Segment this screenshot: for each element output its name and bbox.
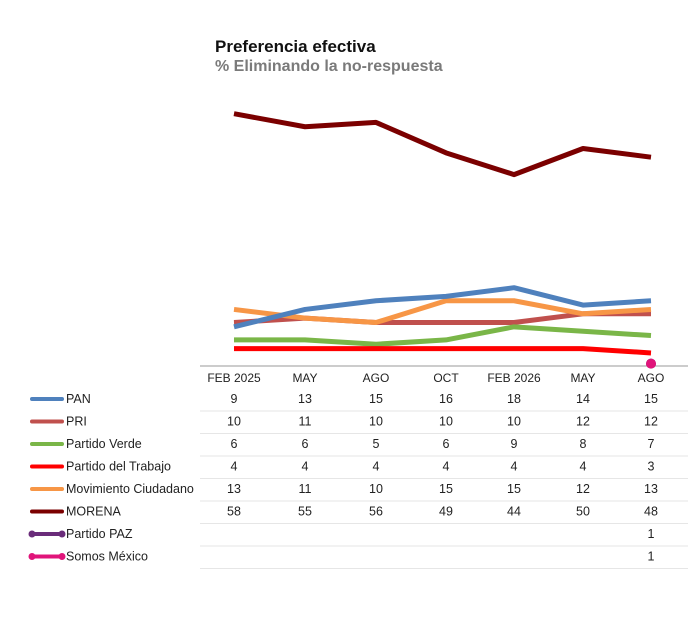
data-label: 4 [302, 460, 309, 474]
legend-label: PRI [66, 415, 87, 429]
data-label: 12 [644, 415, 658, 429]
data-label: 9 [511, 437, 518, 451]
legend-label: Partido del Trabajo [66, 460, 171, 474]
x-tick-label: FEB 2026 [487, 371, 541, 385]
legend-label: Movimiento Ciudadano [66, 482, 194, 496]
data-label: 13 [227, 482, 241, 496]
series-line-partido-verde [234, 324, 652, 347]
series-line-partido-del-trabajo [234, 346, 652, 356]
data-label: 9 [231, 392, 238, 406]
data-label: 4 [580, 460, 587, 474]
data-label: 44 [507, 505, 521, 519]
legend-marker [28, 530, 36, 538]
data-label: 1 [648, 527, 655, 541]
data-label: 14 [576, 392, 590, 406]
legend-marker [28, 553, 36, 560]
legend-marker [58, 530, 66, 538]
data-label: 49 [439, 505, 453, 519]
x-tick-label: OCT [433, 371, 459, 385]
data-label: 50 [576, 505, 590, 519]
data-label: 5 [373, 437, 380, 451]
chart-title: Preferencia efectiva [215, 37, 376, 56]
data-label: 7 [648, 437, 655, 451]
x-tick-label: MAY [570, 371, 595, 385]
x-tick-label: FEB 2025 [207, 371, 261, 385]
data-label: 6 [231, 437, 238, 451]
data-label: 58 [227, 505, 241, 519]
data-label: 10 [369, 415, 383, 429]
x-tick-label: AGO [363, 371, 390, 385]
data-label: 11 [299, 482, 312, 496]
data-label: 10 [369, 482, 383, 496]
data-label: 4 [231, 460, 238, 474]
data-point-marker [646, 358, 656, 369]
data-label: 15 [369, 392, 383, 406]
data-label: 4 [373, 460, 380, 474]
data-label: 8 [580, 437, 587, 451]
data-label: 55 [298, 505, 312, 519]
data-label: 13 [298, 392, 312, 406]
data-label: 12 [576, 482, 590, 496]
x-tick-label: AGO [638, 371, 665, 385]
data-label: 4 [511, 460, 518, 474]
legend-label: Partido PAZ [66, 527, 133, 541]
x-tick-label: MAY [292, 371, 317, 385]
data-label: 15 [644, 392, 658, 406]
legend-label: Somos México [66, 550, 148, 564]
data-label: 6 [443, 437, 450, 451]
legend-label: MORENA [66, 505, 122, 519]
data-label: 16 [439, 392, 453, 406]
chart-subtitle: % Eliminando la no-respuesta [215, 58, 443, 75]
data-label: 56 [369, 505, 383, 519]
legend-label: PAN [66, 392, 91, 406]
title-block: Preferencia efectiva % Eliminando la no-… [215, 36, 443, 77]
series-line-morena [233, 111, 652, 178]
data-label: 3 [648, 460, 655, 474]
data-label: 10 [507, 415, 521, 429]
data-label: 11 [299, 415, 312, 429]
data-label: 13 [644, 482, 658, 496]
legend-marker [58, 553, 66, 560]
data-label: 18 [507, 392, 521, 406]
data-label: 15 [507, 482, 521, 496]
data-label: 15 [439, 482, 453, 496]
data-label: 10 [227, 415, 241, 429]
data-label: 1 [648, 550, 655, 564]
data-label: 4 [443, 460, 450, 474]
legend-label: Partido Verde [66, 437, 142, 451]
data-label: 48 [644, 505, 658, 519]
data-label: 12 [576, 415, 590, 429]
data-label: 6 [302, 437, 309, 451]
data-label: 10 [439, 415, 453, 429]
